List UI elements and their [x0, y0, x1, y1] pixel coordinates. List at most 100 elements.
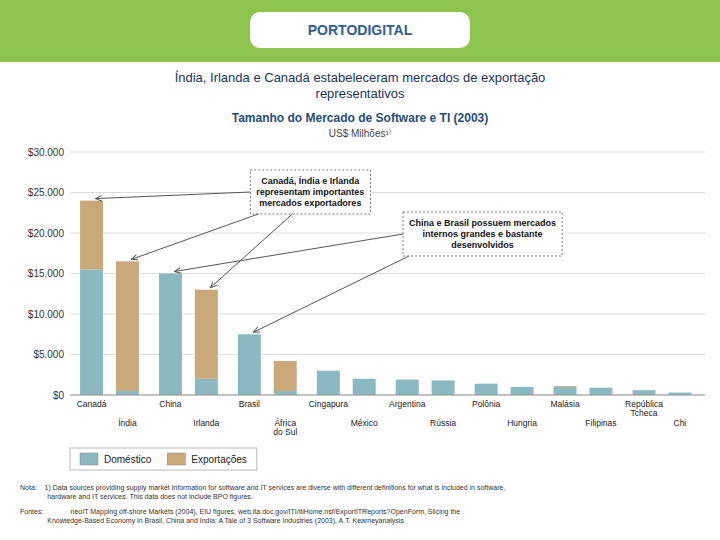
header-band [0, 0, 720, 62]
title: Índia, Irlanda e Canadá estabeleceram me… [175, 70, 546, 101]
annotation-text-line: internos grandes e bastante [423, 229, 543, 239]
annotation-box [403, 212, 562, 256]
x-tick-label-line: Malásia [550, 399, 580, 409]
legend-label: Doméstico [104, 454, 152, 465]
bars [80, 201, 691, 395]
bar-segment [396, 379, 419, 380]
annotation-arrow [210, 214, 292, 288]
x-tick-label: RepúblicaTcheca [625, 399, 663, 418]
x-tick-label-line: Polônia [472, 399, 501, 409]
annotation-arrow [96, 192, 251, 199]
bar-segment [195, 379, 218, 395]
x-tick-label: Brasil [239, 399, 260, 409]
y-tick-label: $10.000 [28, 309, 65, 320]
bar-segment [475, 384, 498, 395]
y-tick-label: $15.000 [28, 268, 65, 279]
x-tick-label-line: México [351, 418, 378, 428]
y-tick-label: $0 [53, 390, 65, 401]
x-tick-label-line: Filipinas [585, 418, 616, 428]
x-tick-label: Malásia [550, 399, 580, 409]
annotation: China e Brasil possuem mercadosinternos … [403, 212, 562, 256]
chart: PORTODIGITAL Índia, Irlanda e Canadá esta… [0, 0, 720, 540]
x-tick-label-line: Chi [674, 418, 687, 428]
annotation-text-line: China e Brasil possuem mercados [409, 218, 556, 228]
grid [70, 152, 705, 395]
x-tick-label-line: Rússia [430, 418, 456, 428]
x-tick-label: Rússia [430, 418, 456, 428]
annotation-text-line: Canadá, Índia e Irlanda [261, 176, 360, 186]
footnote: Nota: 1) Data sources providing supply m… [20, 484, 505, 501]
x-tick-label-line: Canadá [77, 399, 107, 409]
bar-segment [589, 388, 612, 395]
bar-segment [589, 387, 612, 388]
x-tick-label-line: do Sul [273, 427, 297, 437]
bar-segment [554, 387, 577, 395]
bar-segment [80, 201, 103, 270]
bar-segment [353, 379, 376, 395]
bar-segment [274, 391, 297, 395]
y-axis-label: US$ Milhões¹⁾ [329, 128, 391, 139]
legend-frame [70, 448, 257, 470]
title-line: representativos [316, 86, 405, 101]
x-tick-label-line: Índia [118, 418, 137, 428]
bar-segment [353, 378, 376, 379]
subtitle: Tamanho do Mercado de Software e TI (200… [232, 111, 489, 125]
bar-segment [633, 390, 656, 395]
legend-swatch [80, 453, 98, 465]
x-tick-label: México [351, 418, 378, 428]
bar-segment [274, 361, 297, 391]
page: {"chart_data": { "type": "bar", "stacked… [0, 0, 720, 540]
bar-segment [633, 390, 656, 391]
bar-segment [116, 391, 139, 395]
y-tick-label: $25.000 [28, 187, 65, 198]
bar-segment [668, 392, 691, 393]
bar-segment [432, 380, 455, 395]
annotation-text: Canadá, Índia e Irlandarepresentam impor… [256, 176, 364, 208]
x-tick-label-line: Tcheca [631, 408, 658, 418]
bar-segment [238, 334, 261, 335]
x-tick-label-line: Irlanda [193, 418, 219, 428]
source-note: Fontes: neoIT Mapping off-shore Markets … [20, 508, 460, 525]
x-tick-label: Índia [118, 418, 137, 428]
bar-segment [80, 269, 103, 395]
title-line: Índia, Irlanda e Canadá estabeleceram me… [175, 70, 546, 85]
annotation-text-line: representam importantes [256, 187, 364, 197]
grid-line [70, 152, 705, 153]
header-badge [250, 12, 470, 48]
legend-swatch [167, 453, 185, 465]
y-tick-label: $30.000 [28, 147, 65, 158]
x-tick-label: Irlanda [193, 418, 219, 428]
bar-segment [554, 386, 577, 388]
x-tick-label: Hungria [507, 418, 537, 428]
x-tick-label: Argentina [389, 399, 426, 409]
annotation-arrow [131, 214, 258, 259]
legend: Doméstico Exportações [70, 448, 257, 470]
y-tick-label: $5.000 [33, 349, 64, 360]
legend-label: Exportações [191, 454, 247, 465]
bar-segment [159, 274, 182, 396]
footnote-line: Nota: 1) Data sources providing supply m… [20, 484, 505, 492]
bar-segment [432, 380, 455, 381]
annotation-text-line: desenvolvidos [451, 240, 514, 250]
annotation-text: China e Brasil possuem mercadosinternos … [409, 218, 556, 250]
x-tick-label: Cingapura [309, 399, 348, 409]
footnote-line: hardware and IT services. This data does… [20, 493, 253, 501]
annotation: Canadá, Índia e Irlandarepresentam impor… [250, 170, 370, 214]
x-tick-label: Filipinas [585, 418, 616, 428]
x-tick-label: Áfricado Sul [273, 418, 297, 437]
x-tick-label-line: Argentina [389, 399, 426, 409]
source-note-line: Fontes: neoIT Mapping off-shore Markets … [20, 508, 460, 516]
bar-segment [511, 387, 534, 395]
bar-segment [116, 261, 139, 391]
bar-segment [317, 371, 340, 395]
bar-segment [159, 273, 182, 274]
annotation-arrow [253, 256, 409, 332]
bar-segment [317, 370, 340, 371]
x-tick-label-line: Cingapura [309, 399, 348, 409]
header-logo: PORTODIGITAL [308, 22, 413, 38]
annotation-text-line: mercados exportadores [259, 198, 361, 208]
y-tick-label: $20.000 [28, 228, 65, 239]
grid-line [70, 192, 705, 193]
x-tick-label: Chi [674, 418, 687, 428]
annotation-box [250, 170, 370, 214]
